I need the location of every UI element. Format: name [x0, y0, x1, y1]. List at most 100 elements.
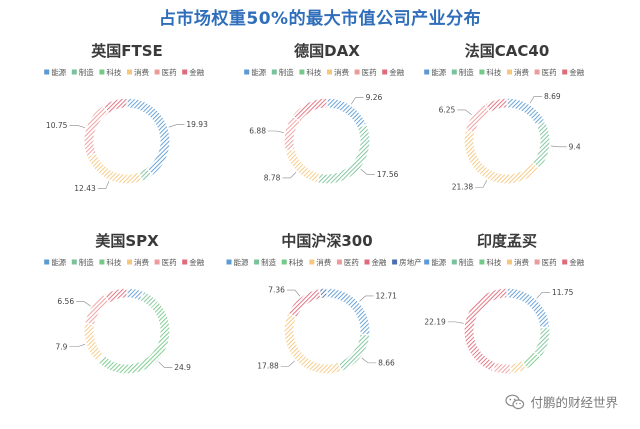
legend-label: 制造 — [261, 257, 276, 267]
legend-swatch — [154, 259, 160, 265]
legend-label: 制造 — [79, 67, 94, 77]
legend-swatch — [534, 259, 540, 265]
legend-label: 制造 — [279, 67, 294, 77]
legend-swatch — [451, 69, 457, 75]
chart-4-leader-line — [359, 295, 374, 302]
chart-5-legend-item: 科技 — [479, 257, 502, 267]
chart-4-slice — [287, 288, 322, 319]
legend-label: 金融 — [569, 67, 584, 77]
legend-label: 能源 — [234, 257, 249, 267]
chart-4-data-label: 7.36 — [268, 286, 285, 295]
chart-2-legend-item: 科技 — [479, 67, 502, 77]
chart-2-slice — [464, 103, 491, 134]
chart-0-leader-line — [69, 125, 86, 129]
legend-label: 能源 — [51, 67, 66, 77]
legend-label: 科技 — [306, 67, 321, 77]
legend-swatch — [99, 259, 105, 265]
chart-4-slice — [318, 287, 328, 300]
chart-3-slice — [84, 293, 111, 326]
legend-label: 科技 — [289, 257, 304, 267]
legend-swatch — [562, 69, 568, 75]
watermark-text: 付鹏的财经世界 — [530, 395, 618, 410]
legend-swatch — [562, 259, 568, 265]
chart-2-legend-item: 消费 — [507, 67, 529, 77]
legend-label: 制造 — [459, 257, 474, 267]
chart-3: 美国SPX 能源 制造 科技 消费 医药 金融 24.9 7.9 6.56 — [44, 232, 205, 375]
chart-0-leader-line — [97, 181, 110, 189]
chart-3-legend-item: 金融 — [182, 257, 205, 267]
legend-swatch — [154, 69, 160, 75]
legend-label: 能源 — [51, 257, 66, 267]
legend-swatch — [424, 259, 430, 265]
chart-0-data-label: 19.93 — [186, 120, 208, 129]
chart-1-leader-line — [267, 130, 284, 133]
legend-label: 消费 — [134, 257, 149, 267]
chart-3-slice — [103, 287, 128, 304]
chart-4-slice — [283, 312, 343, 375]
chart-1-slice — [326, 97, 368, 129]
legend-label: 科技 — [106, 67, 121, 77]
chart-0-legend-item: 制造 — [71, 67, 94, 77]
legend-swatch — [534, 69, 540, 75]
legend-swatch — [281, 259, 287, 265]
chart-4-leader-line — [280, 360, 295, 367]
chart-4-leader-line — [286, 289, 301, 297]
chart-3-leader-line — [76, 301, 91, 307]
legend-label: 消费 — [334, 67, 349, 77]
legend-label: 能源 — [431, 67, 446, 77]
chart-5-leader-line — [536, 292, 550, 299]
legend-label: 消费 — [514, 67, 529, 77]
chart-3-leader-line — [69, 344, 86, 348]
chart-3-slice — [83, 322, 105, 363]
legend-label: 能源 — [251, 67, 266, 77]
chart-2-slice — [484, 97, 508, 114]
chart-3-data-label: 6.56 — [57, 297, 74, 306]
chart-2-leader-line — [475, 179, 488, 188]
legend-label: 金融 — [189, 67, 204, 77]
chart-4-data-label: 17.88 — [257, 362, 279, 371]
chart-1-legend-item: 医药 — [354, 67, 377, 77]
chart-1-slice — [316, 123, 371, 185]
chart-4-legend-item: 房地产 — [392, 257, 422, 267]
legend-swatch — [336, 259, 342, 265]
legend-swatch — [271, 69, 277, 75]
chart-0-data-label: 12.43 — [74, 184, 96, 193]
legend-label: 金融 — [189, 257, 204, 267]
chart-1-data-label: 6.88 — [249, 126, 266, 135]
chart-2-legend-item: 金融 — [562, 67, 585, 77]
legend-label: 能源 — [431, 257, 446, 267]
legend-label: 金融 — [372, 257, 387, 267]
chart-5-legend-item: 能源 — [424, 257, 447, 267]
chart-0-legend-item: 科技 — [99, 67, 122, 77]
chart-main-title: 占市场权重50%的最大市值公司产业分布 — [158, 9, 482, 29]
chart-5-data-label: 11.75 — [552, 288, 574, 297]
legend-swatch — [392, 259, 398, 265]
chart-2-slice — [463, 129, 541, 185]
legend-label: 科技 — [486, 257, 501, 267]
chart-4-slice — [337, 333, 371, 373]
chart-1-legend-item: 能源 — [244, 67, 267, 77]
legend-swatch — [254, 259, 260, 265]
chart-5-slice — [463, 287, 508, 373]
chart-5-legend-item: 金融 — [562, 257, 585, 267]
chart-4-legend-item: 科技 — [281, 257, 304, 267]
chart-3-legend-item: 制造 — [71, 257, 94, 267]
chart-2-data-label: 9.4 — [569, 142, 581, 151]
chart-0-slice — [126, 97, 171, 177]
chart-4-legend-item: 消费 — [309, 257, 332, 267]
legend-swatch — [71, 259, 77, 265]
legend-label: 科技 — [486, 67, 501, 77]
chart-2-legend-item: 能源 — [424, 67, 447, 77]
chart-2-leader-line — [457, 109, 472, 115]
legend-label: 金融 — [389, 67, 404, 77]
chart-3-data-label: 24.9 — [174, 363, 191, 372]
chart-2-leader-line — [529, 96, 543, 104]
legend-label: 医药 — [162, 67, 177, 77]
chart-4-legend-item: 医药 — [336, 257, 359, 267]
chart-1-legend-item: 科技 — [299, 67, 322, 77]
legend-swatch — [479, 259, 485, 265]
chart-4-title: 中国沪深300 — [281, 232, 372, 250]
chart-4-legend-item: 金融 — [364, 257, 387, 267]
